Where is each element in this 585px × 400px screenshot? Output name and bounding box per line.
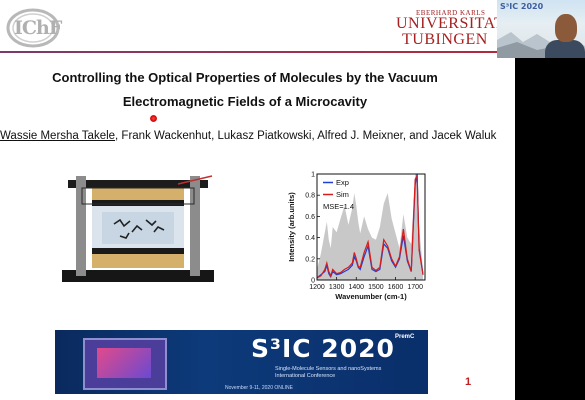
author-list: Wassie Mersha Takele, Frank Wackenhut, L… [0,130,515,142]
presenter-webcam: S³IC 2020 [497,0,585,58]
chip-graphic [83,338,167,390]
university-name-line2: TUBINGEN [402,31,488,48]
university-name-small: EBERHARD KARLS [416,9,486,17]
conference-subtitle-line2: International Conference [275,373,336,379]
presentation-slide: IChF EBERHARD KARLS UNIVERSITAT TUBINGEN… [0,6,515,394]
background-spectrum-area [317,174,424,280]
y-tick-label: 0.6 [305,214,315,221]
other-authors: , Frank Wackenhut, Lukasz Piatkowski, Al… [115,130,497,142]
y-tick-label: 1 [311,172,315,179]
legend-label-exp: Exp [336,178,349,187]
sim-series-line [316,174,424,279]
header-divider [0,51,515,53]
webcam-overlay-logo: S³IC 2020 [500,2,544,11]
y-tick-label: 0 [311,278,315,285]
black-sidebar [515,0,585,400]
y-tick-label: 0.4 [305,235,315,242]
partner-logo: PremC [395,334,415,340]
first-author: Wassie Mersha Takele [0,130,116,142]
laser-pointer-dot [150,115,157,122]
presenter-head [555,14,577,42]
spectrum-chart: 1200 1300 1400 1500 1600 1700 0 0.2 0.4 0.6 0.8 1 Wa… [287,172,426,301]
slide-number: 1 [465,376,472,388]
ichf-logo-text: IChF [14,17,62,39]
plot-frame [316,173,426,281]
x-tick-label: 1600 [388,284,404,291]
y-tick-label: 0.8 [305,193,315,200]
presenter-body [545,40,585,58]
x-tick-label: 1700 [407,284,423,291]
x-tick-label: 1200 [309,284,325,291]
university-name-line1: UNIVERSITAT [396,15,505,32]
x-tick-label: 1400 [348,284,364,291]
x-tick-label: 1500 [368,284,384,291]
x-axis-label: Wavenumber (cm-1) [335,292,407,301]
slide-title-line1: Controlling the Optical Properties of Mo… [52,70,438,85]
x-tick-label: 1300 [329,284,345,291]
mse-annotation: MSE=1.4 [323,202,354,211]
conference-banner: S³IC 2020 Single-Molecule Sensors and na… [55,330,428,394]
slide-title-line2: Electromagnetic Fields of a Microcavity [122,94,368,109]
legend-label-sim: Sim [336,190,349,199]
ichf-logo [6,6,60,50]
microcavity-illustration [62,175,214,282]
conference-subtitle-line1: Single-Molecule Sensors and nanoSystems [275,366,382,372]
conference-date: November 9-11, 2020 ONLINE [225,385,293,391]
y-tick-label: 0.2 [305,256,315,263]
conference-logo: S³IC 2020 [251,334,395,363]
y-axis-label: Intensity (arb.units) [287,192,296,262]
